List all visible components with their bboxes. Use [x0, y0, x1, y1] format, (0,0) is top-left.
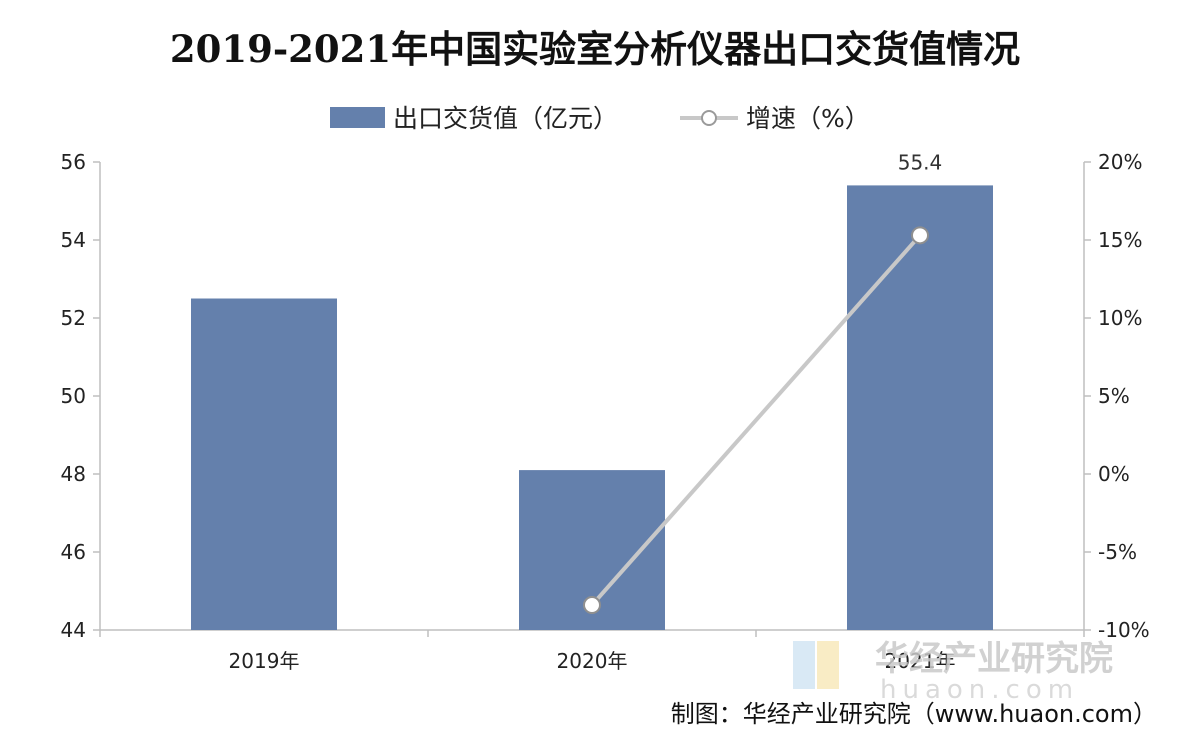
y-left-tick-label: 46	[61, 540, 86, 564]
y-left-tick-label: 54	[61, 228, 86, 252]
legend-line-label: 增速（%）	[746, 104, 870, 133]
x-category-label: 2020年	[557, 649, 628, 673]
watermark: 华经产业研究院 huaon.com	[793, 639, 1113, 705]
legend-bar-label: 出口交货值（亿元）	[393, 104, 618, 133]
x-category-label: 2019年	[229, 649, 300, 673]
growth-line-path	[590, 233, 922, 607]
legend: 出口交货值（亿元） 增速（%）	[330, 104, 870, 133]
watermark-logo-right	[817, 641, 839, 689]
data-labels: 55.4	[898, 150, 943, 174]
y-right-tick-label: 5%	[1098, 384, 1130, 408]
bars	[191, 185, 993, 630]
y-right-tick-label: -5%	[1098, 540, 1137, 564]
watermark-text: 华经产业研究院	[875, 639, 1113, 679]
axes: 44 46 48 50 52 54 56 -10% -5% 0% 5% 10% 15% 20% 2019年 2…	[61, 150, 1150, 673]
growth-point	[583, 596, 601, 615]
watermark-url: huaon.com	[880, 675, 1079, 705]
growth-point	[911, 226, 929, 245]
source-credit: 制图：华经产业研究院（www.huaon.com）	[671, 700, 1157, 728]
y-left-tick-label: 56	[61, 150, 86, 174]
y-right-tick-label: 20%	[1098, 150, 1142, 174]
chart-title: 2019-2021年中国实验室分析仪器出口交货值情况	[170, 27, 1020, 71]
y-right-tick-label: -10%	[1098, 618, 1150, 642]
bar	[847, 185, 993, 630]
y-right-tick-label: 0%	[1098, 462, 1130, 486]
legend-bar-swatch	[330, 107, 385, 128]
x-category-label: 2021年	[885, 649, 956, 673]
watermark-logo-left	[793, 641, 815, 689]
y-left-tick-label: 50	[61, 384, 86, 408]
legend-line-marker	[701, 110, 717, 126]
y-right-tick-label: 15%	[1098, 228, 1142, 252]
growth-line	[583, 226, 929, 615]
bar-data-label: 55.4	[898, 150, 943, 174]
y-left-tick-label: 48	[61, 462, 86, 486]
y-left-tick-label: 44	[61, 618, 86, 642]
y-left-tick-label: 52	[61, 306, 86, 330]
bar	[191, 298, 337, 630]
y-right-tick-label: 10%	[1098, 306, 1142, 330]
